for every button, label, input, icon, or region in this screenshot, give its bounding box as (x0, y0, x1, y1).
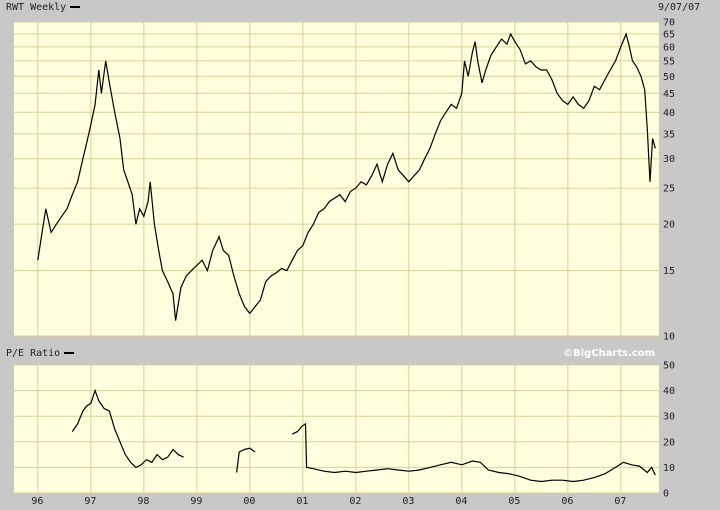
price-series (37, 32, 656, 321)
price-tick-label: 15 (663, 266, 675, 277)
upper-plot-area (14, 22, 659, 336)
price-line (37, 32, 656, 321)
year-axis: 96 97 98 99 00 01 02 03 04 05 06 07 (31, 496, 626, 507)
x-tick-label: 00 (243, 496, 255, 507)
price-tick-label: 40 (663, 108, 675, 119)
x-tick-label: 07 (614, 496, 626, 507)
price-tick-label: 70 (663, 18, 675, 29)
pe-label: P/E Ratio (6, 348, 61, 359)
price-tick-label: 50 (663, 72, 675, 83)
ticker-label: RWT Weekly (6, 2, 67, 13)
price-tick-label: 35 (663, 129, 675, 140)
x-tick-label: 97 (84, 496, 96, 507)
pe-legend-line-icon (64, 352, 75, 354)
pe-panel-title: P/E Ratio (6, 348, 75, 359)
legend-line-icon (70, 6, 81, 8)
pe-axis: 0 10 20 30 40 50 (663, 361, 675, 500)
copyright-label: ©BigCharts.com (563, 348, 656, 359)
price-tick-label: 45 (663, 89, 675, 100)
x-tick-label: 96 (31, 496, 43, 507)
price-tick-label: 60 (663, 42, 675, 53)
pe-tick-label: 0 (663, 489, 669, 500)
x-tick-label: 04 (455, 496, 467, 507)
price-tick-label: 10 (663, 332, 675, 343)
pe-line (71, 388, 184, 469)
price-tick-label: 30 (663, 154, 675, 165)
x-tick-label: 99 (190, 496, 202, 507)
pe-tick-label: 30 (663, 412, 675, 423)
price-tick-label: 25 (663, 184, 675, 195)
chart-title: RWT Weekly (6, 2, 81, 13)
pe-tick-label: 20 (663, 437, 675, 448)
price-tick-label: 65 (663, 29, 675, 40)
price-tick-label: 20 (663, 220, 675, 231)
pe-line (291, 422, 656, 483)
x-tick-label: 02 (349, 496, 361, 507)
pe-tick-label: 40 (663, 386, 675, 397)
x-tick-label: 03 (402, 496, 414, 507)
price-tick-label: 55 (663, 56, 675, 67)
pe-line (236, 447, 256, 473)
pe-series (71, 388, 656, 483)
pe-tick-label: 10 (663, 463, 675, 474)
lower-grid (14, 364, 659, 494)
pe-tick-label: 50 (663, 361, 675, 372)
upper-grid (14, 21, 659, 337)
x-tick-label: 98 (137, 496, 149, 507)
x-tick-label: 01 (296, 496, 308, 507)
x-tick-label: 06 (561, 496, 573, 507)
lower-plot-area (14, 365, 659, 493)
chart-date: 9/07/07 (658, 2, 701, 13)
x-tick-label: 05 (508, 496, 520, 507)
